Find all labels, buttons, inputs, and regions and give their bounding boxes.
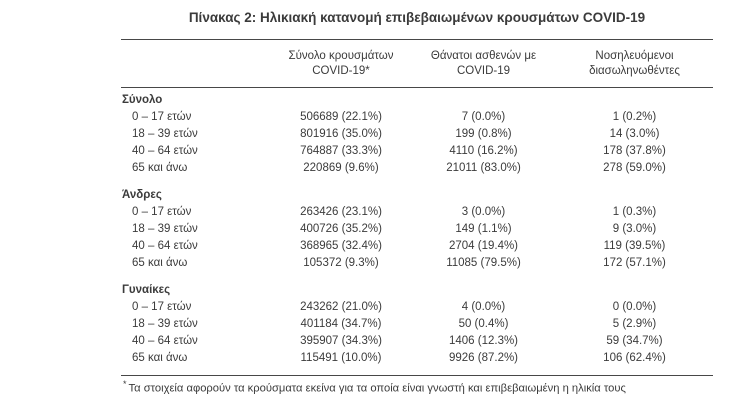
deaths-cell: 7 (0.0%) <box>461 111 506 123</box>
intubated-cell: 106 (62.4%) <box>603 352 666 364</box>
table-row: 65 και άνω 115491 (10.0%) 9926 (87.2%) 106 … <box>121 350 713 376</box>
age-cell: 65 και άνω <box>132 352 188 364</box>
age-cell: 40 – 64 ετών <box>132 240 198 252</box>
cases-cell: 764887 (33.3%) <box>300 145 382 157</box>
report-page: Πίνακας 2: Ηλικιακή κατανομή επιβεβαιωμέ… <box>121 10 713 395</box>
deaths-cell: 1406 (12.3%) <box>448 335 519 347</box>
cases-cell: 801916 (35.0%) <box>300 128 382 140</box>
header-total-cases: Σύνολο κρουσμάτων COVID-19* <box>271 39 411 88</box>
footnote-asterisk: * <box>123 379 127 389</box>
age-cell: 0 – 17 ετών <box>132 301 192 313</box>
section-row: Σύνολο <box>121 88 713 110</box>
table-row: 40 – 64 ετών 764887 (33.3%) 4110 (16.2%) 17… <box>121 143 713 160</box>
deaths-cell: 11085 (79.5%) <box>446 257 521 269</box>
table-row: 0 – 17 ετών 506689 (22.1%) 7 (0.0%) 1 (0.2%… <box>121 109 713 126</box>
header-total-cases-line2: COVID-19* <box>312 65 370 77</box>
age-cell: 18 – 39 ετών <box>132 128 198 140</box>
intubated-cell: 172 (57.1%) <box>603 257 666 269</box>
section-row: Άνδρες <box>121 177 713 204</box>
deaths-cell: 4110 (16.2%) <box>449 145 518 157</box>
table-row: 65 και άνω 220869 (9.6%) 21011 (83.0%) 278 … <box>121 160 713 177</box>
deaths-cell: 149 (1.1%) <box>455 223 512 235</box>
intubated-cell: 278 (59.0%) <box>603 162 666 174</box>
intubated-cell: 1 (0.3%) <box>612 206 657 218</box>
cases-cell: 400726 (35.2%) <box>300 223 382 235</box>
intubated-cell: 1 (0.2%) <box>612 111 657 123</box>
deaths-cell: 2704 (19.4%) <box>448 240 519 252</box>
cases-cell: 243262 (21.0%) <box>300 301 382 313</box>
table-title: Πίνακας 2: Ηλικιακή κατανομή επιβεβαιωμέ… <box>188 10 646 25</box>
age-cell: 0 – 17 ετών <box>132 111 192 123</box>
table-header: Σύνολο κρουσμάτων COVID-19* Θάνατοι ασθε… <box>121 39 713 88</box>
intubated-cell: 14 (3.0%) <box>609 128 660 140</box>
cases-cell: 368965 (32.4%) <box>300 240 382 252</box>
footnote: * Τα στοιχεία αφορούν τα κρούσματα εκείνα… <box>121 379 713 395</box>
intubated-cell: 5 (2.9%) <box>612 318 657 330</box>
table-row: 0 – 17 ετών 243262 (21.0%) 4 (0.0%) 0 (0.0%… <box>121 299 713 316</box>
table-row: 40 – 64 ετών 368965 (32.4%) 2704 (19.4%) 11… <box>121 238 713 255</box>
deaths-cell: 50 (0.4%) <box>458 318 509 330</box>
age-cell: 18 – 39 ετών <box>132 318 198 330</box>
cases-cell: 401184 (34.7%) <box>300 318 382 330</box>
age-cell: 0 – 17 ετών <box>132 206 192 218</box>
header-empty-cell <box>121 39 271 88</box>
table-row: 18 – 39 ετών 401184 (34.7%) 50 (0.4%) 5 (2.… <box>121 316 713 333</box>
intubated-cell: 178 (37.8%) <box>603 145 666 157</box>
deaths-cell: 21011 (83.0%) <box>446 162 521 174</box>
header-intubated: Νοσηλευόμενοι διασωληνωθέντες <box>556 39 713 88</box>
section-label: Άνδρες <box>122 189 162 201</box>
intubated-cell: 59 (34.7%) <box>606 335 663 347</box>
footnote-text: Τα στοιχεία αφορούν τα κρούσματα εκείνα … <box>128 382 626 395</box>
header-deaths: Θάνατοι ασθενών με COVID-19 <box>411 39 556 88</box>
cases-cell: 105372 (9.3%) <box>303 257 379 269</box>
header-total-cases-line1: Σύνολο κρουσμάτων <box>288 50 394 62</box>
table-row: 18 – 39 ετών 801916 (35.0%) 199 (0.8%) 14 (… <box>121 126 713 143</box>
header-intubated-line2: διασωληνωθέντες <box>589 65 680 77</box>
section-label: Γυναίκες <box>122 284 171 296</box>
section-label: Σύνολο <box>122 94 163 106</box>
cases-cell: 395907 (34.3%) <box>300 335 382 347</box>
covid-age-distribution-table: Σύνολο κρουσμάτων COVID-19* Θάνατοι ασθε… <box>121 39 713 376</box>
age-cell: 40 – 64 ετών <box>132 335 198 347</box>
deaths-cell: 9926 (87.2%) <box>448 352 519 364</box>
table-row: 40 – 64 ετών 395907 (34.3%) 1406 (12.3%) 59… <box>121 333 713 350</box>
header-deaths-line1: Θάνατοι ασθενών με <box>430 50 537 62</box>
age-cell: 18 – 39 ετών <box>132 223 198 235</box>
cases-cell: 220869 (9.6%) <box>303 162 379 174</box>
age-cell: 65 και άνω <box>132 257 188 269</box>
deaths-cell: 3 (0.0%) <box>461 206 506 218</box>
intubated-cell: 9 (3.0%) <box>612 223 657 235</box>
age-cell: 65 και άνω <box>132 162 188 174</box>
cases-cell: 263426 (23.1%) <box>300 206 382 218</box>
table-row: 0 – 17 ετών 263426 (23.1%) 3 (0.0%) 1 (0.3%… <box>121 204 713 221</box>
age-cell: 40 – 64 ετών <box>132 145 198 157</box>
section-row: Γυναίκες <box>121 272 713 299</box>
table-row: 65 και άνω 105372 (9.3%) 11085 (79.5%) 172 … <box>121 255 713 272</box>
intubated-cell: 0 (0.0%) <box>612 301 657 313</box>
table-body: Σύνολο 0 – 17 ετών 506689 (22.1%) 7 (0.0%) 1… <box>121 88 713 376</box>
table-row: 18 – 39 ετών 400726 (35.2%) 149 (1.1%) 9 (3… <box>121 221 713 238</box>
header-row: Σύνολο κρουσμάτων COVID-19* Θάνατοι ασθε… <box>121 39 713 88</box>
header-intubated-line1: Νοσηλευόμενοι <box>595 50 674 62</box>
deaths-cell: 199 (0.8%) <box>455 128 512 140</box>
header-deaths-line2: COVID-19 <box>456 65 511 77</box>
deaths-cell: 4 (0.0%) <box>461 301 506 313</box>
intubated-cell: 119 (39.5%) <box>603 240 666 252</box>
cases-cell: 506689 (22.1%) <box>300 111 382 123</box>
cases-cell: 115491 (10.0%) <box>300 352 382 364</box>
